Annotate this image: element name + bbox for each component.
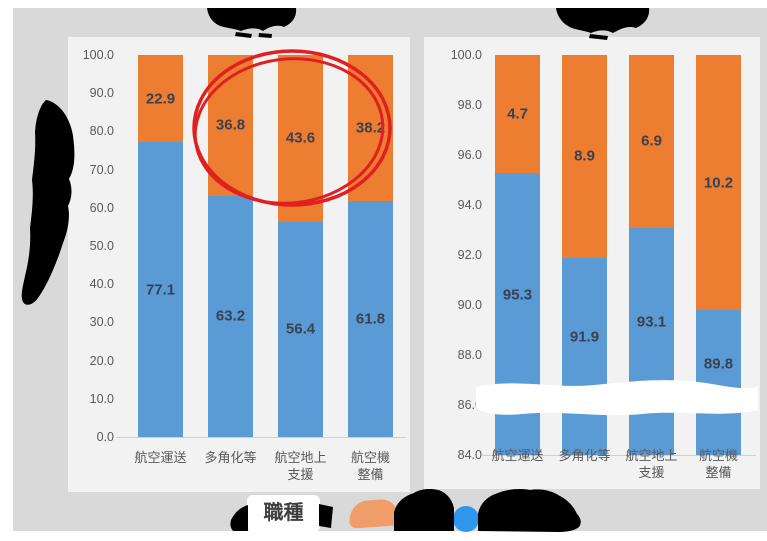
x-axis-category-label: 多角化等 [558, 448, 611, 463]
y-axis-tick-label: 70.0 [89, 162, 114, 177]
y-axis-tick-label: 98.0 [457, 98, 482, 112]
y-axis-tick-label: 96.0 [457, 148, 482, 162]
y-axis-tick-label: 92.0 [457, 248, 482, 262]
data-label-blue: 56.4 [285, 320, 316, 338]
y-axis-tick-label: 40.0 [89, 277, 114, 292]
bar-segment-blue [348, 200, 393, 437]
data-label-orange: 6.9 [641, 132, 662, 150]
data-label-blue: 61.8 [355, 310, 386, 328]
data-label-orange: 10.2 [703, 174, 734, 191]
data-label-blue: 89.8 [703, 355, 734, 372]
bar-segment-orange [495, 55, 540, 173]
data-label-blue: 91.9 [569, 328, 600, 346]
data-label-orange: 38.2 [355, 119, 386, 137]
bar-segment-blue [278, 221, 323, 437]
x-axis-category-label: 航空運送 [134, 450, 187, 465]
y-axis-tick-label: 0.0 [96, 430, 114, 444]
x-axis-line [116, 437, 406, 438]
left-chart-panel: 100.0 90.0 80.0 70.0 60.0 50.0 40.0 30.0 20.0 10.… [68, 37, 410, 492]
data-label-blue: 63.2 [215, 307, 246, 325]
bar-segment-blue [495, 172, 540, 455]
bar-segment-orange [138, 55, 183, 143]
x-axis-category-label: 航空機 整備 [350, 450, 390, 482]
data-label-orange: 36.8 [215, 116, 246, 134]
y-axis-tick-label: 60.0 [89, 200, 114, 215]
y-axis-tick-label: 94.0 [457, 198, 482, 212]
data-label-blue: 77.1 [145, 281, 176, 299]
y-axis-tick-label: 90.0 [457, 298, 482, 312]
x-axis-category-label: 多角化等 [204, 450, 257, 465]
legend-category-box: 職種 [247, 495, 320, 532]
data-label-blue: 95.3 [502, 286, 533, 304]
y-axis-tick-label: 86.0 [457, 398, 482, 412]
y-axis-tick-label: 100.0 [450, 48, 482, 62]
bar-segment-blue [562, 257, 607, 455]
right-chart-panel: 100.0 98.0 96.0 94.0 92.0 90.0 88.0 86.0 84.0 4.7… [424, 37, 760, 489]
x-axis-category-label: 航空地上 支援 [625, 448, 678, 480]
y-axis-tick-label: 90.0 [89, 86, 114, 101]
y-axis-tick-label: 30.0 [89, 315, 114, 330]
y-axis-tick-label: 10.0 [89, 391, 114, 406]
bar-segment-orange [629, 55, 674, 228]
bar-segment-blue [696, 310, 741, 455]
data-label-orange: 4.7 [507, 105, 528, 123]
y-axis-tick-label: 20.0 [89, 353, 114, 368]
y-axis-tick-label: 100.0 [82, 48, 114, 62]
data-label-orange: 43.6 [285, 129, 316, 147]
x-axis-category-label: 航空運送 [491, 448, 544, 463]
x-axis-category-label: 航空地上 支援 [274, 450, 327, 482]
data-label-orange: 8.9 [574, 147, 595, 165]
y-axis-tick-label: 50.0 [89, 239, 114, 253]
x-axis-line [482, 455, 756, 456]
bar-segment-orange [562, 55, 607, 258]
y-axis-tick-label: 80.0 [89, 124, 114, 139]
y-axis-tick-label: 88.0 [457, 348, 482, 362]
legend-box-label: 職種 [263, 502, 304, 524]
data-label-blue: 93.1 [636, 313, 667, 331]
x-axis-category-label: 航空機 整備 [698, 448, 738, 480]
y-axis-tick-label: 84.0 [457, 448, 482, 462]
bar-segment-blue [138, 142, 183, 437]
blue-series-marker [453, 506, 479, 532]
bar-segment-blue [208, 195, 253, 437]
data-label-orange: 22.9 [145, 90, 176, 108]
bar-segment-orange [696, 55, 741, 310]
bar-segment-blue [629, 227, 674, 455]
